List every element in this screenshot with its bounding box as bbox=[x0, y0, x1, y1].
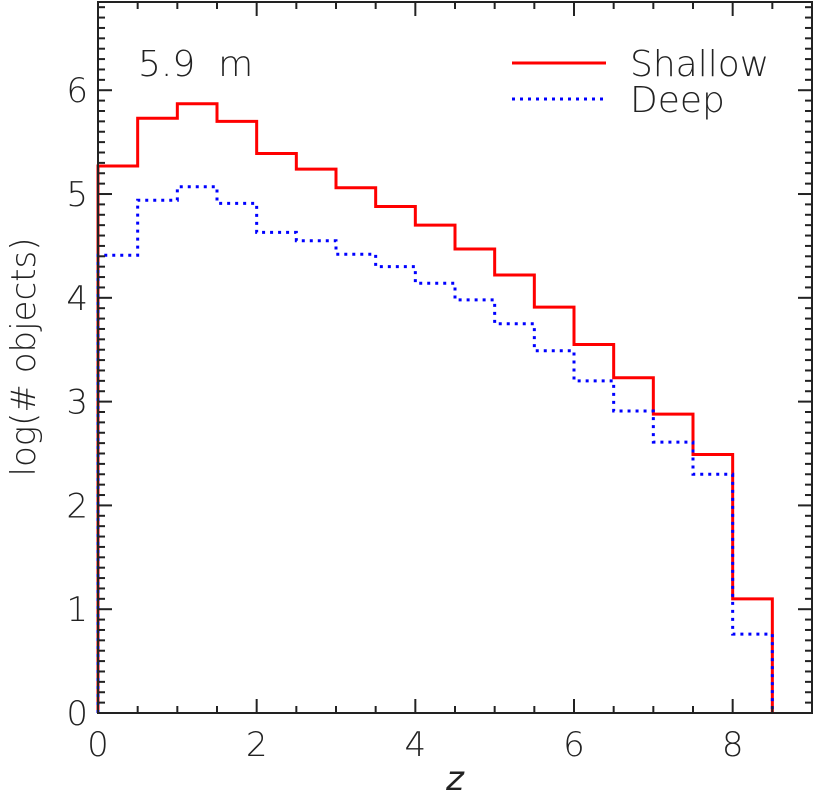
y-tick-label: 4 bbox=[66, 279, 88, 319]
y-tick-label: 6 bbox=[66, 71, 88, 111]
x-tick-label: 0 bbox=[87, 725, 109, 765]
x-tick-label: 4 bbox=[405, 725, 427, 765]
legend-label-deep: Deep bbox=[630, 80, 725, 121]
y-axis-label: log(# objects) bbox=[4, 238, 44, 477]
y-tick-label: 3 bbox=[66, 383, 88, 423]
y-tick-label: 5 bbox=[66, 175, 88, 215]
x-tick-label: 8 bbox=[722, 725, 744, 765]
y-tick-label: 0 bbox=[66, 694, 88, 734]
annotation-label: 5.9 m bbox=[138, 44, 253, 85]
y-tick-label: 1 bbox=[66, 590, 88, 630]
legend-label-shallow: Shallow bbox=[630, 44, 769, 85]
x-tick-label: 6 bbox=[563, 725, 585, 765]
series-shallow-line bbox=[96, 102, 774, 713]
x-axis-label: z bbox=[445, 759, 465, 798]
series-deep-line bbox=[96, 185, 774, 713]
x-tick-label: 2 bbox=[246, 725, 268, 765]
y-tick-label: 2 bbox=[66, 486, 88, 526]
